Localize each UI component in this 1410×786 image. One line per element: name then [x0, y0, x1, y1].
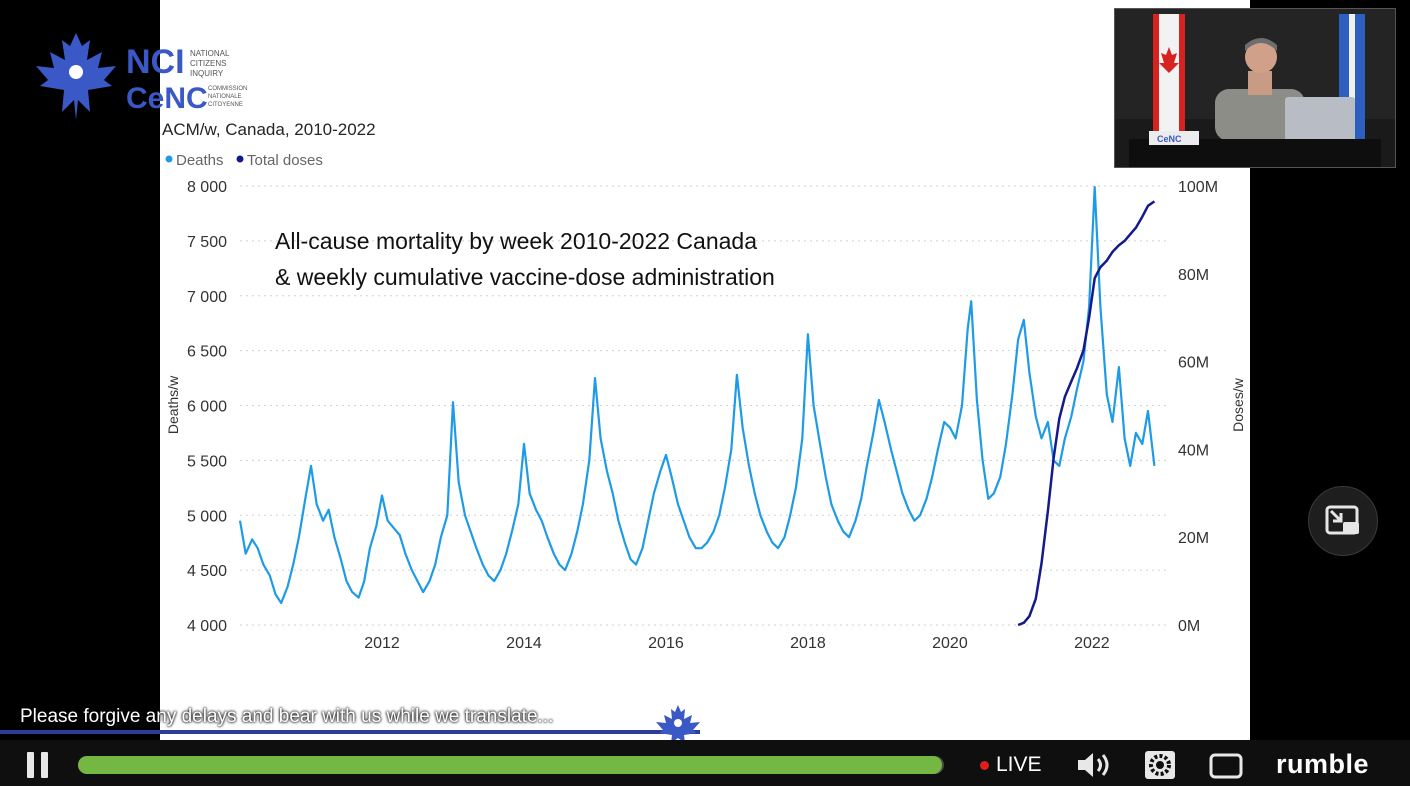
y2-tick-label: 80M — [1178, 267, 1209, 284]
y-tick-label: 6 000 — [187, 399, 227, 416]
logo-text-bottom: CeNC — [126, 82, 208, 115]
x-tick-label: 2022 — [1074, 635, 1110, 652]
chart-annotation-line-2: & weekly cumulative vaccine-dose adminis… — [275, 264, 775, 290]
chart-annotation-line-1: All-cause mortality by week 2010-2022 Ca… — [275, 228, 757, 254]
progress-fill — [78, 756, 943, 774]
logo-small-2: CITIZENS — [190, 59, 226, 68]
nci-cenc-logo: NCI CeNC NATIONAL CITIZENS INQUIRY COMMI… — [36, 33, 247, 120]
y-tick-label: 7 000 — [187, 289, 227, 306]
x-tick-label: 2012 — [364, 635, 400, 652]
y-axis-right: 100M 80M 60M 40M 20M 0M — [1178, 179, 1218, 635]
chart-title: ACM/w, Canada, 2010-2022 — [162, 120, 376, 139]
y-tick-label: 5 000 — [187, 508, 227, 525]
exit-pip-button[interactable] — [1308, 486, 1378, 556]
x-tick-label: 2014 — [506, 635, 542, 652]
y2-tick-label: 40M — [1178, 442, 1209, 459]
legend-label-deaths: Deaths — [176, 152, 224, 169]
y-tick-label: 5 500 — [187, 453, 227, 470]
series-line-deaths — [238, 186, 1156, 605]
progress-bar[interactable] — [78, 756, 944, 774]
legend-label-doses: Total doses — [247, 152, 323, 169]
live-dot-icon — [980, 760, 989, 770]
y-tick-label: 8 000 — [187, 179, 227, 196]
live-indicator[interactable]: LIVE — [980, 753, 1042, 777]
caption-underline — [0, 730, 700, 734]
speaker-video-pip[interactable]: CeNC — [1114, 8, 1396, 168]
chart-legend: Deaths Total doses — [165, 152, 323, 169]
speaker-person — [1215, 38, 1305, 141]
pip-toggle-icon[interactable] — [1208, 752, 1244, 780]
y2-tick-label: 0M — [1178, 618, 1200, 635]
chart-series — [238, 186, 1156, 627]
logo-figure-head — [69, 65, 83, 79]
translation-caption: Please forgive any delays and bear with … — [20, 706, 554, 727]
legend-marker-doses — [236, 155, 244, 163]
y-axis-left: 8 000 7 500 7 000 6 500 6 000 5 500 5 000 4 500… — [187, 179, 227, 635]
logo-small-3: INQUIRY — [190, 69, 224, 78]
legend-marker-deaths — [165, 155, 173, 163]
y2-axis-label: Doses/w — [1230, 377, 1246, 432]
x-tick-label: 2018 — [790, 635, 826, 652]
y-tick-label: 4 500 — [187, 563, 227, 580]
y2-tick-label: 100M — [1178, 179, 1218, 196]
y-axis-label: Deaths/w — [165, 375, 181, 434]
settings-gear-icon[interactable] — [1142, 750, 1178, 780]
presentation-slide — [160, 0, 1250, 740]
y-tick-label: 7 500 — [187, 234, 227, 251]
desk-sign: CeNC — [1157, 134, 1182, 144]
x-axis: 2012 2014 2016 2018 2020 2022 — [364, 635, 1110, 652]
x-tick-label: 2020 — [932, 635, 968, 652]
y2-tick-label: 60M — [1178, 355, 1209, 372]
logo-small-fr-3: CITOYENNE — [208, 102, 243, 108]
series-line-total-doses — [1017, 200, 1156, 627]
player-controls: LIVE rumble — [0, 740, 1410, 786]
maple-leaf-icon — [656, 705, 700, 743]
pip-exit-icon — [1325, 505, 1359, 535]
logo-small-1: NATIONAL — [190, 49, 230, 58]
y-tick-label: 4 000 — [187, 618, 227, 635]
pause-icon[interactable] — [24, 752, 52, 778]
volume-icon[interactable] — [1076, 750, 1112, 780]
flag-canada-icon — [1153, 14, 1185, 132]
mortality-chart: ACM/w, Canada, 2010-2022 Deaths Total do… — [162, 120, 1246, 652]
chart-gridlines — [240, 185, 1170, 626]
y-tick-label: 6 500 — [187, 344, 227, 361]
logo-text-top: NCI — [126, 43, 185, 81]
logo-small-fr-1: COMMISSION — [208, 86, 247, 92]
live-label: LIVE — [996, 753, 1042, 776]
x-tick-label: 2016 — [648, 635, 684, 652]
y2-tick-label: 20M — [1178, 530, 1209, 547]
rumble-logo[interactable]: rumble — [1276, 749, 1370, 779]
logo-small-fr-2: NATIONALE — [208, 94, 242, 100]
